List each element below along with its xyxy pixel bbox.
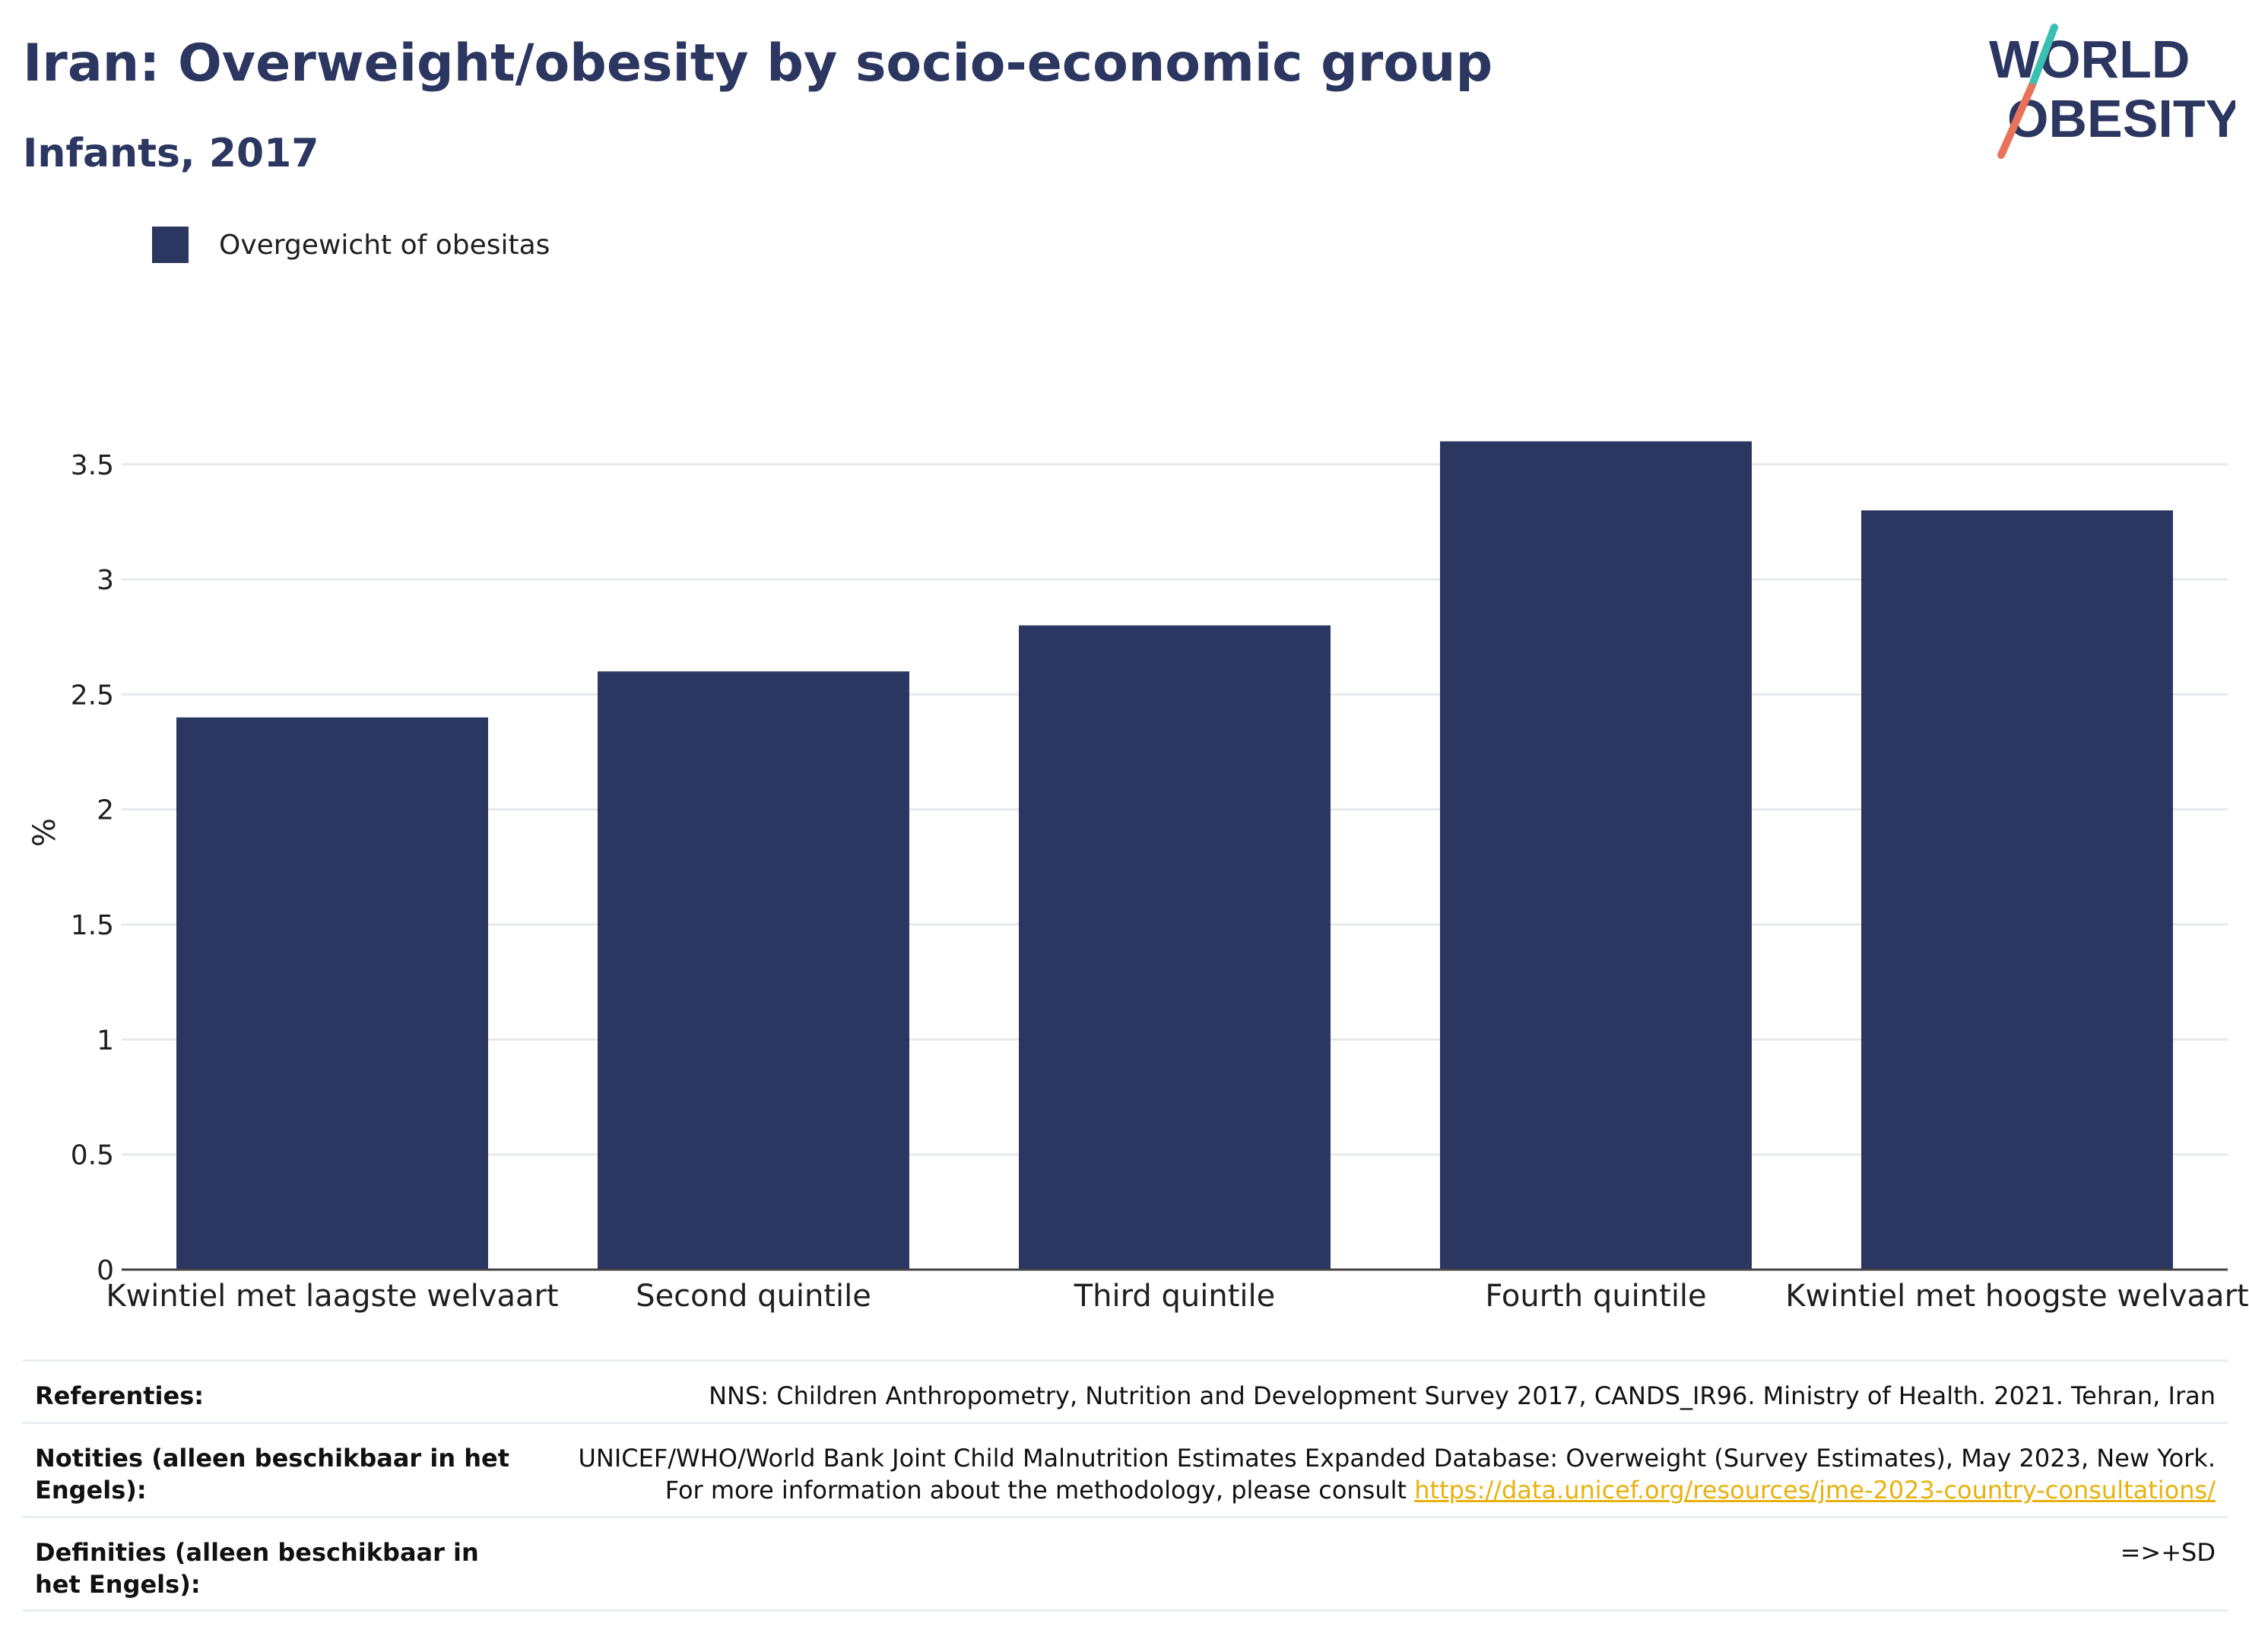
chart-legend: Overgewicht of obesitas	[152, 227, 550, 263]
x-tick-label: Third quintile	[1074, 1279, 1275, 1314]
bar	[1861, 510, 2173, 1270]
y-axis-title: %	[27, 818, 62, 847]
logo-line-1: WORLD	[1989, 30, 2190, 89]
x-tick-label: Fourth quintile	[1485, 1279, 1706, 1314]
x-tick-label: Kwintiel met hoogste welvaart	[1785, 1279, 2248, 1314]
x-tick-label: Kwintiel met laagste welvaart	[106, 1279, 558, 1314]
chart-subtitle: Infants, 2017	[23, 131, 319, 176]
y-tick-label: 0	[97, 1255, 114, 1286]
bar	[1440, 441, 1752, 1270]
legend-label: Overgewicht of obesitas	[219, 229, 550, 261]
y-tick-label: 0.5	[71, 1140, 114, 1172]
chart-footer: Referenties: NNS: Children Anthropometry…	[23, 1359, 2228, 1612]
y-tick-label: 3	[97, 565, 114, 596]
notes-value: UNICEF/WHO/World Bank Joint Child Malnut…	[522, 1442, 2216, 1505]
notes-link[interactable]: https://data.unicef.org/resources/jme-20…	[1414, 1476, 2216, 1505]
y-tick-label: 3.5	[71, 450, 114, 481]
y-tick-label: 1	[97, 1025, 114, 1056]
bar	[598, 671, 909, 1270]
references-value: NNS: Children Anthropometry, Nutrition a…	[709, 1381, 2216, 1410]
logo-slash-coral	[1997, 83, 2035, 159]
notes-text: UNICEF/WHO/World Bank Joint Child Malnut…	[578, 1444, 2216, 1505]
logo-slash-teal	[2028, 24, 2058, 90]
world-obesity-logo: WORLD OBESITY	[1989, 24, 2235, 159]
y-tick-label: 1.5	[71, 910, 114, 941]
definitions-value: =>+SD	[2120, 1538, 2216, 1567]
definitions-label: Definities (alleen beschikbaar in het En…	[35, 1538, 479, 1599]
notes-label: Notities (alleen beschikbaar in het Enge…	[35, 1444, 510, 1505]
legend-swatch	[152, 227, 189, 263]
bar	[1019, 625, 1331, 1270]
footer-definitions-row: Definities (alleen beschikbaar in het En…	[23, 1516, 2228, 1612]
chart-title: Iran: Overweight/obesity by socio-econom…	[23, 33, 1493, 94]
logo-line-2: OBESITY	[2007, 89, 2235, 148]
footer-references-row: Referenties: NNS: Children Anthropometry…	[23, 1359, 2228, 1422]
references-label: Referenties:	[35, 1381, 205, 1410]
bar-chart: 0 0.5 1 1.5 2 2.5 3 3.5 Kwintiel met laagste wel…	[27, 441, 2249, 1314]
footer-notes-row: Notities (alleen beschikbaar in het Enge…	[23, 1422, 2228, 1516]
y-tick-label: 2	[97, 795, 114, 826]
y-tick-label: 2.5	[71, 680, 114, 711]
x-tick-label: Second quintile	[636, 1279, 871, 1314]
bar	[176, 717, 488, 1270]
